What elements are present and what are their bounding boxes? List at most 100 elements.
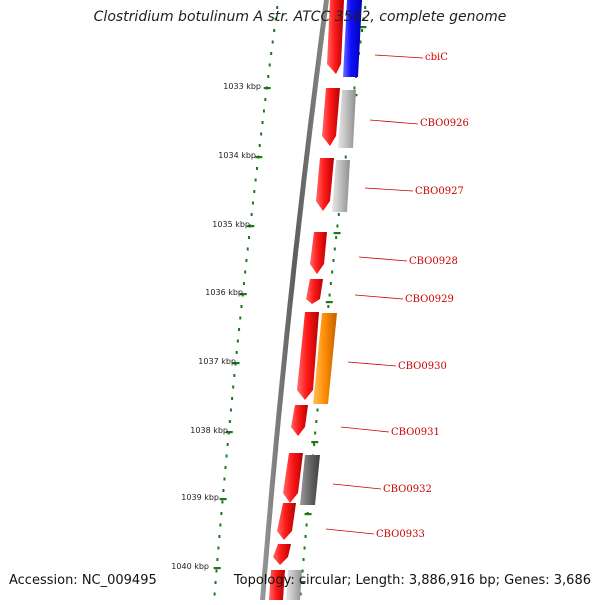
gene-arrow-extra-2[interactable] bbox=[269, 570, 285, 600]
left-track-dot bbox=[223, 477, 226, 481]
left-major-tick bbox=[213, 567, 221, 570]
right-track-dot bbox=[315, 420, 318, 423]
left-track-dot bbox=[229, 408, 232, 412]
left-track-dot bbox=[276, 6, 279, 9]
left-track-dot bbox=[226, 443, 229, 446]
left-track-dot bbox=[264, 98, 267, 101]
gene-label-CBO0930[interactable]: CBO0930 bbox=[398, 361, 447, 372]
gene-label-CBO0928[interactable]: CBO0928 bbox=[409, 256, 458, 267]
left-major-tick bbox=[263, 87, 271, 90]
left-track-dot bbox=[253, 190, 256, 193]
left-track-dot bbox=[214, 581, 217, 584]
gene-arrow-CBO0926[interactable] bbox=[322, 88, 340, 146]
left-track-dot bbox=[274, 17, 277, 21]
left-track-dot bbox=[222, 489, 225, 492]
left-track-dot bbox=[250, 213, 253, 216]
left-track-dot bbox=[224, 466, 227, 469]
left-major-tick bbox=[255, 156, 263, 159]
connector-CBO0927 bbox=[364, 187, 414, 192]
left-track-dot bbox=[220, 512, 223, 515]
right-track-dot bbox=[331, 270, 334, 274]
gene-block-extra[interactable] bbox=[286, 570, 302, 600]
left-track-dot bbox=[248, 236, 251, 239]
left-track-dot bbox=[217, 546, 220, 550]
gene-block-CBO0927[interactable] bbox=[332, 160, 350, 212]
right-major-tick bbox=[298, 581, 306, 584]
right-track-dot bbox=[332, 259, 335, 262]
connector-CBO0930 bbox=[347, 361, 397, 367]
gene-arrow-CBO0928[interactable] bbox=[310, 232, 327, 274]
gene-block-CBO0926[interactable] bbox=[338, 90, 356, 148]
left-track-dot bbox=[215, 569, 218, 573]
gene-arrow-CBO0931[interactable] bbox=[291, 405, 308, 436]
tick-label: 1037 kbp bbox=[198, 357, 236, 366]
gene-arrow-cbiC[interactable] bbox=[327, 0, 344, 74]
left-track-dot bbox=[213, 592, 216, 596]
connector-cbiC bbox=[374, 54, 424, 59]
left-track-dot bbox=[219, 523, 222, 527]
gene-arrow-extra-1[interactable] bbox=[273, 544, 291, 565]
tick-label: 1035 kbp bbox=[212, 220, 250, 229]
left-track-dot bbox=[239, 316, 242, 320]
right-track-dot bbox=[299, 592, 302, 596]
connector-CBO0929 bbox=[354, 294, 404, 300]
right-track-dot bbox=[301, 569, 304, 573]
right-major-tick bbox=[304, 513, 312, 516]
gene-block-cbiC[interactable] bbox=[343, 0, 362, 77]
gene-label-CBO0932[interactable]: CBO0932 bbox=[383, 484, 432, 495]
right-track-dot bbox=[337, 213, 340, 216]
right-track-dot bbox=[302, 558, 305, 561]
left-track-dot bbox=[221, 500, 224, 504]
right-track-dot bbox=[313, 443, 316, 446]
gene-block-CBO0930[interactable] bbox=[313, 313, 337, 404]
label-connectors bbox=[325, 54, 424, 535]
left-track-dot bbox=[251, 201, 254, 205]
left-track-dot bbox=[245, 259, 248, 262]
right-track-dot bbox=[316, 408, 319, 412]
tick-label: 1040 kbp bbox=[171, 562, 209, 571]
gene-label-CBO0926[interactable]: CBO0926 bbox=[420, 118, 469, 129]
right-track-dot bbox=[314, 431, 317, 435]
left-track-dot bbox=[216, 558, 219, 561]
left-track-dot bbox=[225, 454, 228, 458]
left-major-tick bbox=[232, 362, 240, 365]
gene-label-CBO0929[interactable]: CBO0929 bbox=[405, 294, 454, 305]
accession-text: Accession: NC_009495 bbox=[9, 573, 157, 588]
gene-label-CBO0933[interactable]: CBO0933 bbox=[376, 529, 425, 540]
connector-CBO0932 bbox=[332, 483, 382, 490]
left-track-dot bbox=[273, 29, 276, 32]
left-track-dot bbox=[235, 351, 238, 354]
gene-label-CBO0927[interactable]: CBO0927 bbox=[415, 186, 464, 197]
genome-backbone bbox=[260, 0, 329, 600]
topology-text: Topology: circular; Length: 3,886,916 bp… bbox=[233, 573, 591, 588]
gene-arrow-CBO0933[interactable] bbox=[277, 503, 296, 540]
right-major-tick bbox=[333, 232, 341, 235]
gene-arrow-CBO0930[interactable] bbox=[297, 312, 319, 400]
left-track-dot bbox=[246, 247, 249, 251]
gene-label-cbiC[interactable]: cbiC bbox=[425, 52, 448, 63]
right-track-dot bbox=[329, 282, 332, 285]
left-track-dot bbox=[242, 282, 245, 285]
right-major-tick bbox=[311, 441, 319, 444]
gene-arrow-CBO0927[interactable] bbox=[316, 158, 334, 211]
left-track-dot bbox=[254, 178, 257, 182]
left-track-dot bbox=[262, 109, 265, 113]
left-track-dot bbox=[232, 385, 235, 389]
left-track-dot bbox=[268, 63, 271, 67]
left-track-dot bbox=[271, 40, 274, 44]
right-track-dot bbox=[303, 546, 306, 550]
gene-block-CBO0932[interactable] bbox=[300, 455, 320, 505]
scale-tick-labels: 1033 kbp 1034 kbp 1035 kbp 1036 kbp 1037… bbox=[171, 82, 261, 571]
left-track-dot bbox=[231, 397, 234, 400]
left-track-dot bbox=[218, 535, 221, 538]
gene-arrow-CBO0929[interactable] bbox=[306, 279, 323, 304]
gene-arrow-CBO0932[interactable] bbox=[283, 453, 303, 503]
right-major-tick bbox=[359, 26, 367, 29]
right-track-dot bbox=[362, 17, 365, 21]
genome-title: Clostridium botulinum A str. ATCC 3502, … bbox=[93, 9, 507, 25]
left-track-dot bbox=[270, 52, 273, 55]
right-track-dot bbox=[336, 224, 339, 228]
left-track-dot bbox=[260, 132, 263, 136]
gene-label-CBO0931[interactable]: CBO0931 bbox=[391, 427, 440, 438]
